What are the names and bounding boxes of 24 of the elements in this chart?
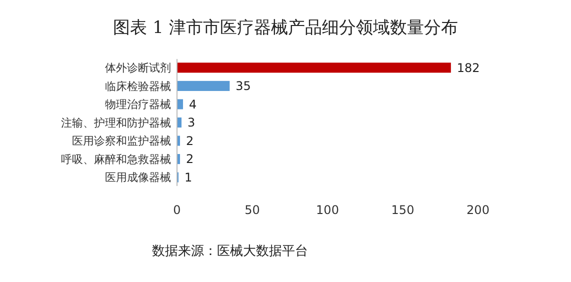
- y-tick-label: 体外诊断试剂: [105, 62, 171, 75]
- y-tick-label: 医用诊察和监护器械: [72, 134, 171, 148]
- bar: [177, 99, 184, 110]
- data-label: 3: [188, 116, 196, 130]
- x-tick-label: 50: [244, 203, 260, 217]
- x-tick-label: 0: [173, 203, 181, 217]
- x-tick-label: 150: [391, 203, 414, 217]
- x-tick-label: 200: [466, 203, 490, 217]
- data-label: 2: [186, 152, 194, 166]
- y-tick-label: 物理治疗器械: [105, 98, 171, 112]
- y-tick-label: 临床检验器械: [105, 80, 171, 93]
- bar: [177, 62, 451, 73]
- data-label: 1: [184, 170, 192, 185]
- source-note: 数据来源：医械大数据平台: [152, 244, 308, 259]
- data-label: 35: [236, 79, 251, 94]
- y-tick-label: 医用成像器械: [105, 171, 171, 184]
- data-label: 2: [186, 134, 194, 148]
- data-label: 4: [189, 97, 197, 112]
- chart-title: 图表 1 津市市医疗器械产品细分领域数量分布: [113, 18, 458, 38]
- bar: [177, 80, 230, 91]
- x-tick-label: 100: [316, 203, 339, 217]
- data-label: 182: [456, 60, 480, 75]
- y-tick-label: 注输、护理和防护器械: [61, 116, 171, 130]
- y-tick-label: 呼吸、麻醉和急救器械: [61, 152, 171, 166]
